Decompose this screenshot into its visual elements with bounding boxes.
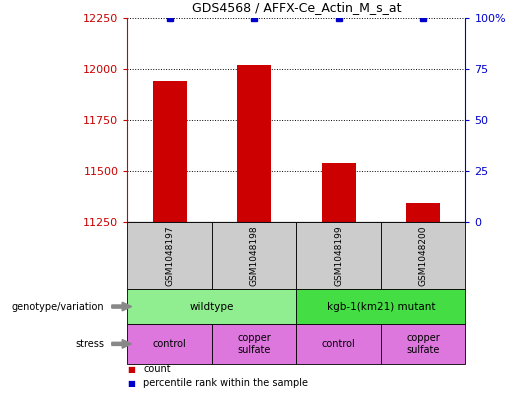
Text: count: count <box>143 364 171 375</box>
Text: control: control <box>153 339 187 349</box>
Bar <box>322 163 356 222</box>
Bar <box>406 203 440 222</box>
Text: copper
sulfate: copper sulfate <box>406 333 440 354</box>
Text: kgb-1(km21) mutant: kgb-1(km21) mutant <box>327 301 435 312</box>
Text: copper
sulfate: copper sulfate <box>237 333 271 354</box>
Text: ■: ■ <box>127 379 135 387</box>
Text: GSM1048198: GSM1048198 <box>250 225 258 286</box>
Bar <box>237 65 271 222</box>
Text: GSM1048199: GSM1048199 <box>334 225 343 286</box>
Text: stress: stress <box>75 339 104 349</box>
Text: percentile rank within the sample: percentile rank within the sample <box>143 378 308 388</box>
Text: wildtype: wildtype <box>190 301 234 312</box>
Text: GSM1048197: GSM1048197 <box>165 225 174 286</box>
Text: ■: ■ <box>127 365 135 374</box>
Text: GSM1048200: GSM1048200 <box>419 225 427 286</box>
Title: GDS4568 / AFFX-Ce_Actin_M_s_at: GDS4568 / AFFX-Ce_Actin_M_s_at <box>192 1 401 14</box>
Text: control: control <box>322 339 356 349</box>
Text: genotype/variation: genotype/variation <box>11 301 104 312</box>
Bar <box>153 81 187 222</box>
